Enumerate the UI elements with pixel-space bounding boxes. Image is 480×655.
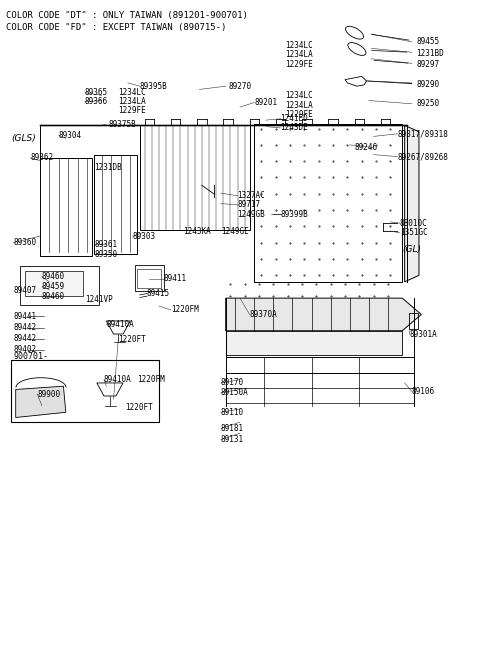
- Text: 89170: 89170: [221, 379, 244, 388]
- Text: 89402: 89402: [13, 345, 36, 354]
- Text: COLOR CODE "DT" : ONLY TAIWAN (891201-900701): COLOR CODE "DT" : ONLY TAIWAN (891201-90…: [6, 11, 248, 20]
- Text: 89455: 89455: [417, 37, 440, 47]
- Ellipse shape: [346, 26, 363, 39]
- Text: 89290: 89290: [417, 80, 440, 88]
- Text: 1220FT: 1220FT: [125, 403, 153, 411]
- Text: 89442: 89442: [13, 323, 36, 332]
- Text: 89900: 89900: [37, 390, 60, 398]
- Text: 89460: 89460: [42, 272, 65, 281]
- Bar: [135, 265, 164, 291]
- Bar: [409, 313, 418, 329]
- Text: 1249GE: 1249GE: [221, 227, 249, 236]
- Text: 1231DB: 1231DB: [95, 163, 122, 172]
- Text: 89201: 89201: [254, 98, 277, 107]
- Polygon shape: [405, 125, 419, 282]
- Text: 89267/89268: 89267/89268: [397, 152, 448, 161]
- Text: 89411: 89411: [164, 274, 187, 283]
- Ellipse shape: [348, 43, 366, 56]
- Text: 89410A: 89410A: [107, 320, 134, 329]
- Bar: [21, 265, 99, 305]
- Text: 89303: 89303: [132, 232, 156, 240]
- Text: 1234LC: 1234LC: [285, 41, 313, 50]
- Text: 89415: 89415: [147, 289, 170, 298]
- Text: 89365: 89365: [85, 88, 108, 97]
- Text: 89317/89318: 89317/89318: [397, 129, 448, 138]
- Text: 900701-: 900701-: [13, 352, 48, 362]
- Text: 89131: 89131: [221, 435, 244, 444]
- Text: 89360: 89360: [13, 238, 36, 247]
- Bar: [137, 269, 161, 288]
- Text: 89410A: 89410A: [104, 375, 132, 384]
- Text: 89106: 89106: [412, 387, 435, 396]
- Text: 89441: 89441: [13, 312, 36, 321]
- Text: 1327AC: 1327AC: [238, 191, 265, 200]
- Text: 1243DE: 1243DE: [281, 123, 308, 132]
- Text: 88010C: 88010C: [400, 219, 428, 228]
- Text: 1234LA: 1234LA: [285, 101, 313, 109]
- Text: 1234LA: 1234LA: [285, 50, 313, 60]
- Text: 1234LC: 1234LC: [118, 88, 146, 97]
- Text: 89375B: 89375B: [109, 119, 136, 128]
- Text: 89304: 89304: [59, 130, 82, 140]
- Text: 1220FM: 1220FM: [137, 375, 165, 384]
- Text: 89350: 89350: [95, 250, 118, 259]
- Text: 1243KA: 1243KA: [183, 227, 211, 236]
- Bar: [11, 360, 159, 422]
- Polygon shape: [226, 298, 421, 331]
- Text: 89442: 89442: [13, 334, 36, 343]
- Text: 89370A: 89370A: [250, 310, 277, 319]
- Text: 1249GB: 1249GB: [238, 210, 265, 219]
- Text: 1220FT: 1220FT: [118, 335, 146, 344]
- Text: 1241VP: 1241VP: [85, 295, 113, 304]
- Bar: [25, 271, 83, 296]
- Text: 89407: 89407: [13, 286, 36, 295]
- Text: 89399B: 89399B: [281, 210, 308, 219]
- Polygon shape: [16, 386, 66, 417]
- Text: 89395B: 89395B: [140, 82, 168, 90]
- Text: 89362: 89362: [30, 153, 53, 162]
- Text: COLOR CODE "FD" : EXCEPT TAIWAN (890715-): COLOR CODE "FD" : EXCEPT TAIWAN (890715-…: [6, 23, 227, 32]
- Text: 1231BD: 1231BD: [417, 49, 444, 58]
- Text: 89246: 89246: [355, 143, 378, 152]
- Text: 1229FE: 1229FE: [118, 106, 146, 115]
- Text: 89270: 89270: [228, 82, 251, 90]
- Text: 89459: 89459: [42, 282, 65, 291]
- Text: 89181: 89181: [221, 424, 244, 433]
- Text: 89250: 89250: [417, 100, 440, 108]
- Text: 1351GC: 1351GC: [400, 229, 428, 237]
- Text: 1241ED: 1241ED: [281, 114, 308, 123]
- Text: 89150A: 89150A: [221, 388, 249, 397]
- Text: 89110: 89110: [221, 408, 244, 417]
- Text: 89361: 89361: [95, 240, 118, 248]
- Text: 1234LC: 1234LC: [285, 92, 313, 100]
- Text: 89717: 89717: [238, 200, 261, 210]
- Polygon shape: [226, 331, 402, 355]
- Text: 1220FM: 1220FM: [171, 305, 199, 314]
- Text: (GL): (GL): [402, 245, 421, 253]
- Text: 1229FE: 1229FE: [285, 60, 313, 69]
- Text: 89460: 89460: [42, 291, 65, 301]
- Text: 1229FE: 1229FE: [285, 110, 313, 119]
- Text: 89366: 89366: [85, 98, 108, 106]
- Text: 89297: 89297: [417, 60, 440, 69]
- Text: 1234LA: 1234LA: [118, 97, 146, 105]
- Text: 89301A: 89301A: [409, 329, 437, 339]
- Text: (GLS): (GLS): [11, 134, 36, 143]
